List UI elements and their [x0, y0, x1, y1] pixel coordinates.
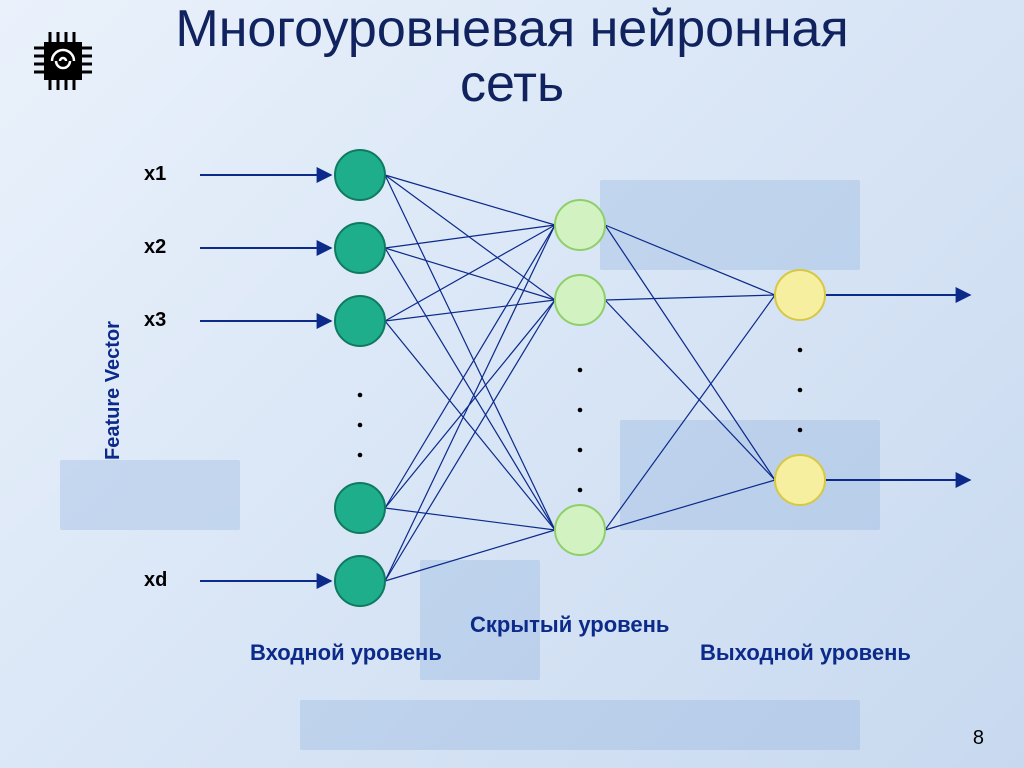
slide: { "title_line1":"Многоуровневая нейронна… — [0, 0, 1024, 768]
network-diagram — [0, 0, 1024, 768]
